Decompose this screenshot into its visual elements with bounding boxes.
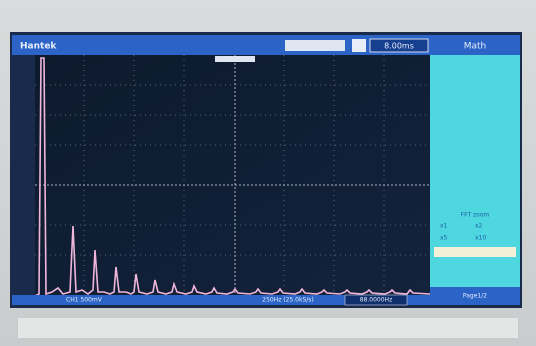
side-title: Math [464, 42, 487, 52]
side-header [430, 35, 520, 55]
channel: CH1 500mV [66, 297, 103, 304]
frequency: 88.0000Hz [360, 297, 392, 304]
grid [35, 55, 430, 295]
brand: Hantek [20, 42, 57, 52]
page-bar [430, 287, 520, 305]
memory-bar [285, 40, 345, 51]
option[interactable]: x2 [475, 223, 483, 230]
lower-bezel [18, 318, 518, 338]
menu-title: FFT zoom [461, 212, 490, 219]
freq-box [344, 294, 408, 306]
side-panel [430, 35, 520, 305]
option[interactable]: x1 [440, 223, 448, 230]
timebase: 8.00ms [384, 42, 414, 51]
fft-scale: 250Hz (25.0kS/s) [262, 297, 314, 304]
option[interactable]: x5 [440, 235, 448, 242]
page[interactable]: Page1/2 [463, 293, 487, 300]
trigger-marker [215, 56, 255, 62]
crosshair [35, 55, 430, 295]
option[interactable]: x10 [475, 235, 486, 242]
top-bar [12, 35, 430, 55]
bottom-bar [12, 295, 430, 305]
selected-item [434, 247, 516, 257]
fft-trace [34, 57, 431, 297]
trigger-icon [352, 39, 366, 52]
timebase-box [369, 38, 429, 53]
